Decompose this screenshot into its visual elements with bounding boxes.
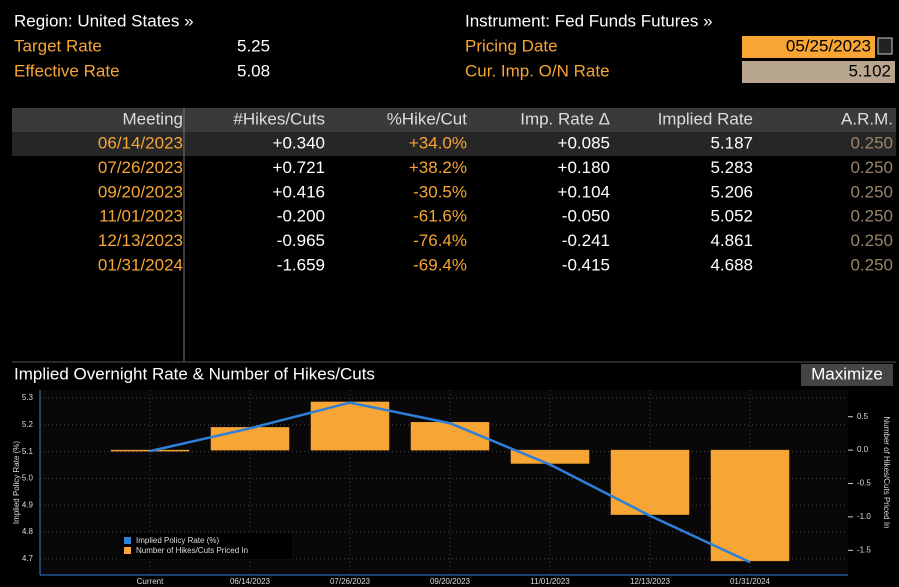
- cell: +0.104: [558, 182, 610, 201]
- cell: +0.340: [273, 133, 325, 152]
- legend-label: Number of Hikes/Cuts Priced In: [136, 546, 248, 555]
- y-tick-label: 5.3: [22, 393, 34, 402]
- column-header: Meeting: [123, 109, 183, 128]
- column-header: #Hikes/Cuts: [233, 109, 325, 128]
- cell: 5.283: [710, 158, 753, 177]
- legend-swatch: [124, 547, 131, 554]
- y-tick-label: 4.8: [22, 527, 34, 536]
- cell: -0.965: [277, 231, 325, 250]
- cell: +0.085: [558, 133, 610, 152]
- y2-tick-label: 0.0: [857, 445, 869, 454]
- x-tick-label: 09/20/2023: [430, 577, 471, 586]
- x-tick-label: 07/26/2023: [330, 577, 371, 586]
- cell: 07/26/2023: [98, 158, 183, 177]
- cell: 0.250: [850, 255, 893, 274]
- region-link[interactable]: Region: United States »: [14, 11, 194, 30]
- column-header: A.R.M.: [841, 109, 893, 128]
- column-header: Implied Rate: [658, 109, 753, 128]
- cell: +34.0%: [409, 133, 467, 152]
- cell: 09/20/2023: [98, 182, 183, 201]
- cell: 0.250: [850, 133, 893, 152]
- instrument-link[interactable]: Instrument: Fed Funds Futures »: [465, 11, 713, 30]
- cell: 0.250: [850, 207, 893, 226]
- y2-axis-label: Number of Hikes/Cuts Priced In: [882, 416, 891, 528]
- legend-label: Implied Policy Rate (%): [136, 536, 219, 545]
- label: Effective Rate: [14, 61, 120, 80]
- bar: [210, 427, 290, 451]
- y2-tick-label: -1.0: [857, 512, 871, 521]
- cell: 4.861: [710, 231, 753, 250]
- cell: +0.721: [273, 158, 325, 177]
- chart: 5.3 5.2 5.1 5.0 4.9 4.8 4.7 0.5 0.0 -0.5 -1.0 -1.5 C…: [12, 390, 891, 586]
- selected-row: [12, 132, 896, 156]
- label: Pricing Date: [465, 36, 558, 55]
- cell: +0.416: [273, 182, 325, 201]
- date-value: 05/25/2023: [786, 36, 871, 55]
- legend-box: [120, 533, 292, 559]
- cell: 12/13/2023: [98, 231, 183, 250]
- x-tick-label: 12/13/2023: [630, 577, 671, 586]
- y2-tick-label: -1.5: [857, 545, 871, 554]
- bar: [410, 422, 490, 451]
- maximize-button[interactable]: [801, 364, 893, 386]
- cell: -76.4%: [413, 231, 467, 250]
- value: 5.25: [237, 36, 270, 55]
- line: [149, 401, 751, 564]
- y2-tick-label: -0.5: [857, 479, 871, 488]
- date-input[interactable]: [742, 36, 875, 58]
- cell: -30.5%: [413, 182, 467, 201]
- cell: -61.6%: [413, 207, 467, 226]
- cell: -0.241: [562, 231, 610, 250]
- label: Target Rate: [14, 36, 102, 55]
- rate-value: 5.102: [848, 61, 891, 80]
- x-tick-label: 06/14/2023: [230, 577, 271, 586]
- y2-tick-label: 0.5: [857, 412, 869, 421]
- cell: -0.200: [277, 207, 325, 226]
- bar: [610, 449, 690, 515]
- x-tick-label: Current: [137, 577, 164, 586]
- cell: 4.688: [710, 255, 753, 274]
- chart-title: Implied Overnight Rate & Number of Hikes…: [14, 364, 375, 383]
- cell: +0.180: [558, 158, 610, 177]
- cell: 5.052: [710, 207, 753, 226]
- table-header: [12, 108, 896, 132]
- cell: 01/31/2024: [98, 255, 183, 274]
- legend-swatch: [124, 537, 131, 544]
- table: Meeting #Hikes/Cuts %Hike/Cut Imp. Rate Δ Im…: [98, 109, 893, 274]
- y-tick-label: 5.2: [22, 420, 34, 429]
- bar: [710, 449, 790, 562]
- y-tick-label: 5.0: [22, 474, 34, 483]
- cell: 0.250: [850, 231, 893, 250]
- cell: -0.415: [562, 255, 610, 274]
- rate-input[interactable]: [742, 61, 895, 83]
- y-tick-label: 5.1: [22, 447, 34, 456]
- cell: -1.659: [277, 255, 325, 274]
- calendar-icon[interactable]: [877, 37, 893, 55]
- y-tick-label: 4.9: [22, 500, 34, 509]
- y-tick-label: 4.7: [22, 554, 34, 563]
- x-tick-label: 01/31/2024: [730, 577, 771, 586]
- cell: +38.2%: [409, 158, 467, 177]
- cell: 5.206: [710, 182, 753, 201]
- value: 5.08: [237, 61, 270, 80]
- cell: -69.4%: [413, 255, 467, 274]
- cell: 11/01/2023: [99, 207, 183, 226]
- column-header: %Hike/Cut: [387, 109, 468, 128]
- button-label: Maximize: [811, 364, 883, 383]
- cell: -0.050: [562, 207, 610, 226]
- cell: 06/14/2023: [98, 133, 183, 152]
- cell: 0.250: [850, 182, 893, 201]
- label: Cur. Imp. O/N Rate: [465, 61, 610, 80]
- cell: 0.250: [850, 158, 893, 177]
- x-tick-label: 11/01/2023: [530, 577, 570, 586]
- column-header: Imp. Rate Δ: [520, 109, 610, 128]
- y-axis-label: Implied Policy Rate (%): [12, 441, 21, 524]
- cell: 5.187: [710, 133, 753, 152]
